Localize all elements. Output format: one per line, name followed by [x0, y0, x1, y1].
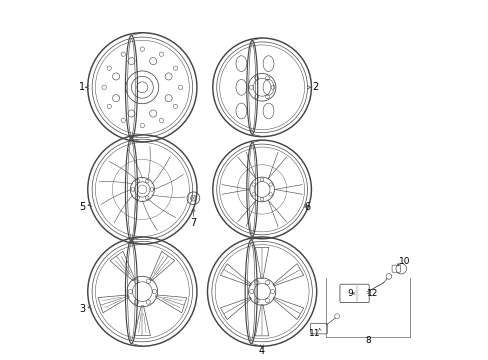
- Text: 2: 2: [311, 82, 317, 92]
- Text: 1: 1: [79, 82, 85, 92]
- Text: 6: 6: [304, 202, 310, 212]
- Text: 5: 5: [79, 202, 85, 212]
- Text: 9: 9: [346, 289, 352, 298]
- Text: 12: 12: [366, 289, 378, 298]
- Text: 3: 3: [79, 304, 85, 314]
- Text: 4: 4: [259, 346, 264, 356]
- Text: 8: 8: [364, 336, 370, 345]
- Text: 10: 10: [398, 257, 409, 266]
- Text: 11: 11: [308, 329, 320, 338]
- Text: 7: 7: [190, 218, 196, 228]
